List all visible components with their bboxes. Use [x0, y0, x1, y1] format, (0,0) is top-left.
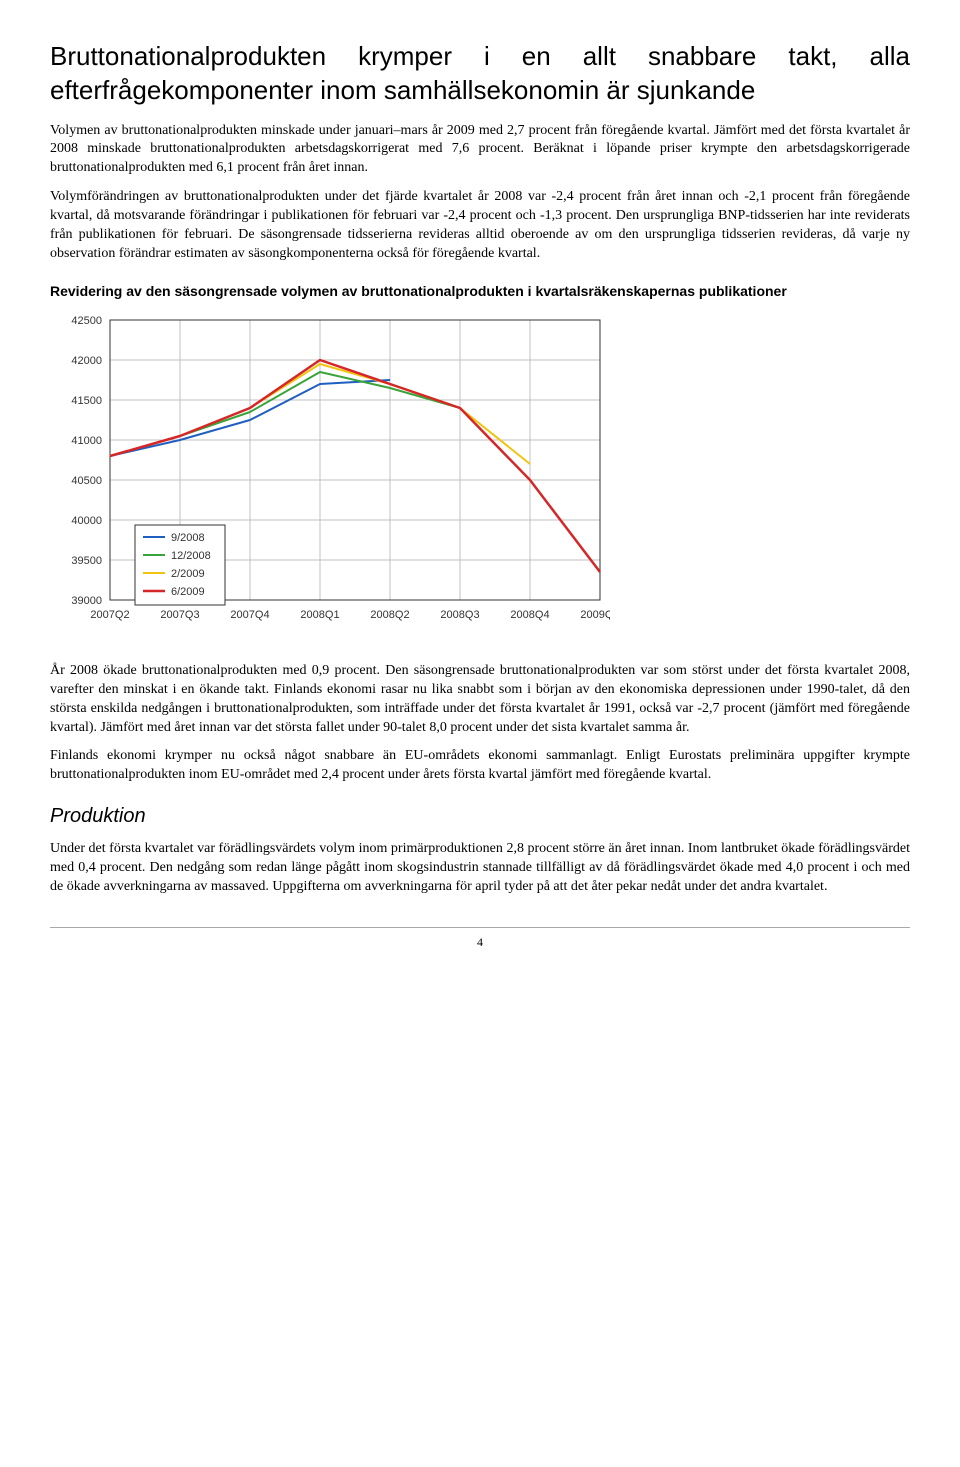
paragraph-1: Volymen av bruttonationalprodukten minsk… — [50, 122, 910, 179]
svg-text:2007Q2: 2007Q2 — [90, 609, 129, 621]
svg-text:2008Q3: 2008Q3 — [440, 609, 479, 621]
chart-caption: Revidering av den säsongrensade volymen … — [50, 282, 910, 300]
svg-text:39000: 39000 — [71, 595, 102, 607]
svg-text:39500: 39500 — [71, 555, 102, 567]
section-produktion-title: Produktion — [50, 803, 910, 830]
paragraph-3: År 2008 ökade bruttonationalprodukten me… — [50, 662, 910, 738]
svg-text:2/2009: 2/2009 — [171, 568, 205, 580]
revision-line-chart: 39000 39500 40000 40500 41000 41500 42000 42500… — [50, 310, 610, 630]
paragraph-2: Volymförändringen av bruttonationalprodu… — [50, 188, 910, 264]
svg-text:2008Q1: 2008Q1 — [300, 609, 339, 621]
svg-text:2007Q3: 2007Q3 — [160, 609, 199, 621]
paragraph-4: Finlands ekonomi krymper nu också något … — [50, 747, 910, 785]
svg-text:40500: 40500 — [71, 475, 102, 487]
svg-text:2009Q1: 2009Q1 — [580, 609, 610, 621]
svg-text:9/2008: 9/2008 — [171, 532, 205, 544]
page-number: 4 — [50, 927, 910, 950]
svg-text:2007Q4: 2007Q4 — [230, 609, 269, 621]
svg-text:42500: 42500 — [71, 315, 102, 327]
chart-container: 39000 39500 40000 40500 41000 41500 42000 42500… — [50, 310, 910, 637]
paragraph-5: Under det första kvartalet var förädling… — [50, 840, 910, 897]
svg-text:41000: 41000 — [71, 435, 102, 447]
svg-text:2008Q4: 2008Q4 — [510, 609, 549, 621]
svg-text:6/2009: 6/2009 — [171, 586, 205, 598]
svg-text:41500: 41500 — [71, 395, 102, 407]
svg-text:12/2008: 12/2008 — [171, 550, 211, 562]
svg-text:42000: 42000 — [71, 355, 102, 367]
svg-text:40000: 40000 — [71, 515, 102, 527]
page-title: Bruttonationalprodukten krymper i en all… — [50, 40, 910, 108]
svg-text:2008Q2: 2008Q2 — [370, 609, 409, 621]
